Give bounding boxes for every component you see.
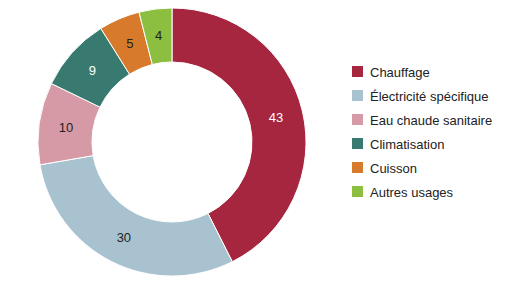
legend-item: Eau chaude sanitaire [352, 113, 492, 128]
data-label: 9 [89, 63, 96, 78]
legend-swatch [352, 162, 363, 173]
legend-item: Chauffage [352, 65, 430, 80]
data-labels: 43 30 10 9 5 4 [59, 28, 284, 245]
legend-swatch [352, 186, 363, 197]
data-label: 10 [59, 120, 73, 135]
legend-item: Climatisation [352, 137, 444, 152]
legend-swatch [352, 138, 363, 149]
slice [40, 156, 232, 276]
legend-label: Chauffage [370, 65, 430, 80]
legend-label: Autres usages [370, 185, 454, 200]
legend-label: Eau chaude sanitaire [370, 113, 492, 128]
legend-label: Électricité spécifique [370, 89, 489, 104]
legend-label: Climatisation [370, 137, 444, 152]
data-label: 4 [155, 28, 162, 43]
legend-item: Cuisson [352, 161, 417, 176]
slice [139, 8, 172, 64]
legend-swatch [352, 114, 363, 125]
chart: 43 30 10 9 5 4 Chauffage Électricité spécifique… [0, 0, 520, 288]
data-label: 5 [126, 36, 133, 51]
legend-label: Cuisson [370, 161, 417, 176]
legend-swatch [352, 66, 363, 77]
legend-swatch [352, 90, 363, 101]
data-label: 43 [269, 110, 283, 125]
legend-item: Autres usages [352, 185, 454, 200]
legend-item: Électricité spécifique [352, 89, 489, 104]
legend: Chauffage Électricité spécifique Eau chaud… [352, 65, 492, 200]
plot [38, 8, 306, 276]
data-label: 30 [117, 230, 131, 245]
